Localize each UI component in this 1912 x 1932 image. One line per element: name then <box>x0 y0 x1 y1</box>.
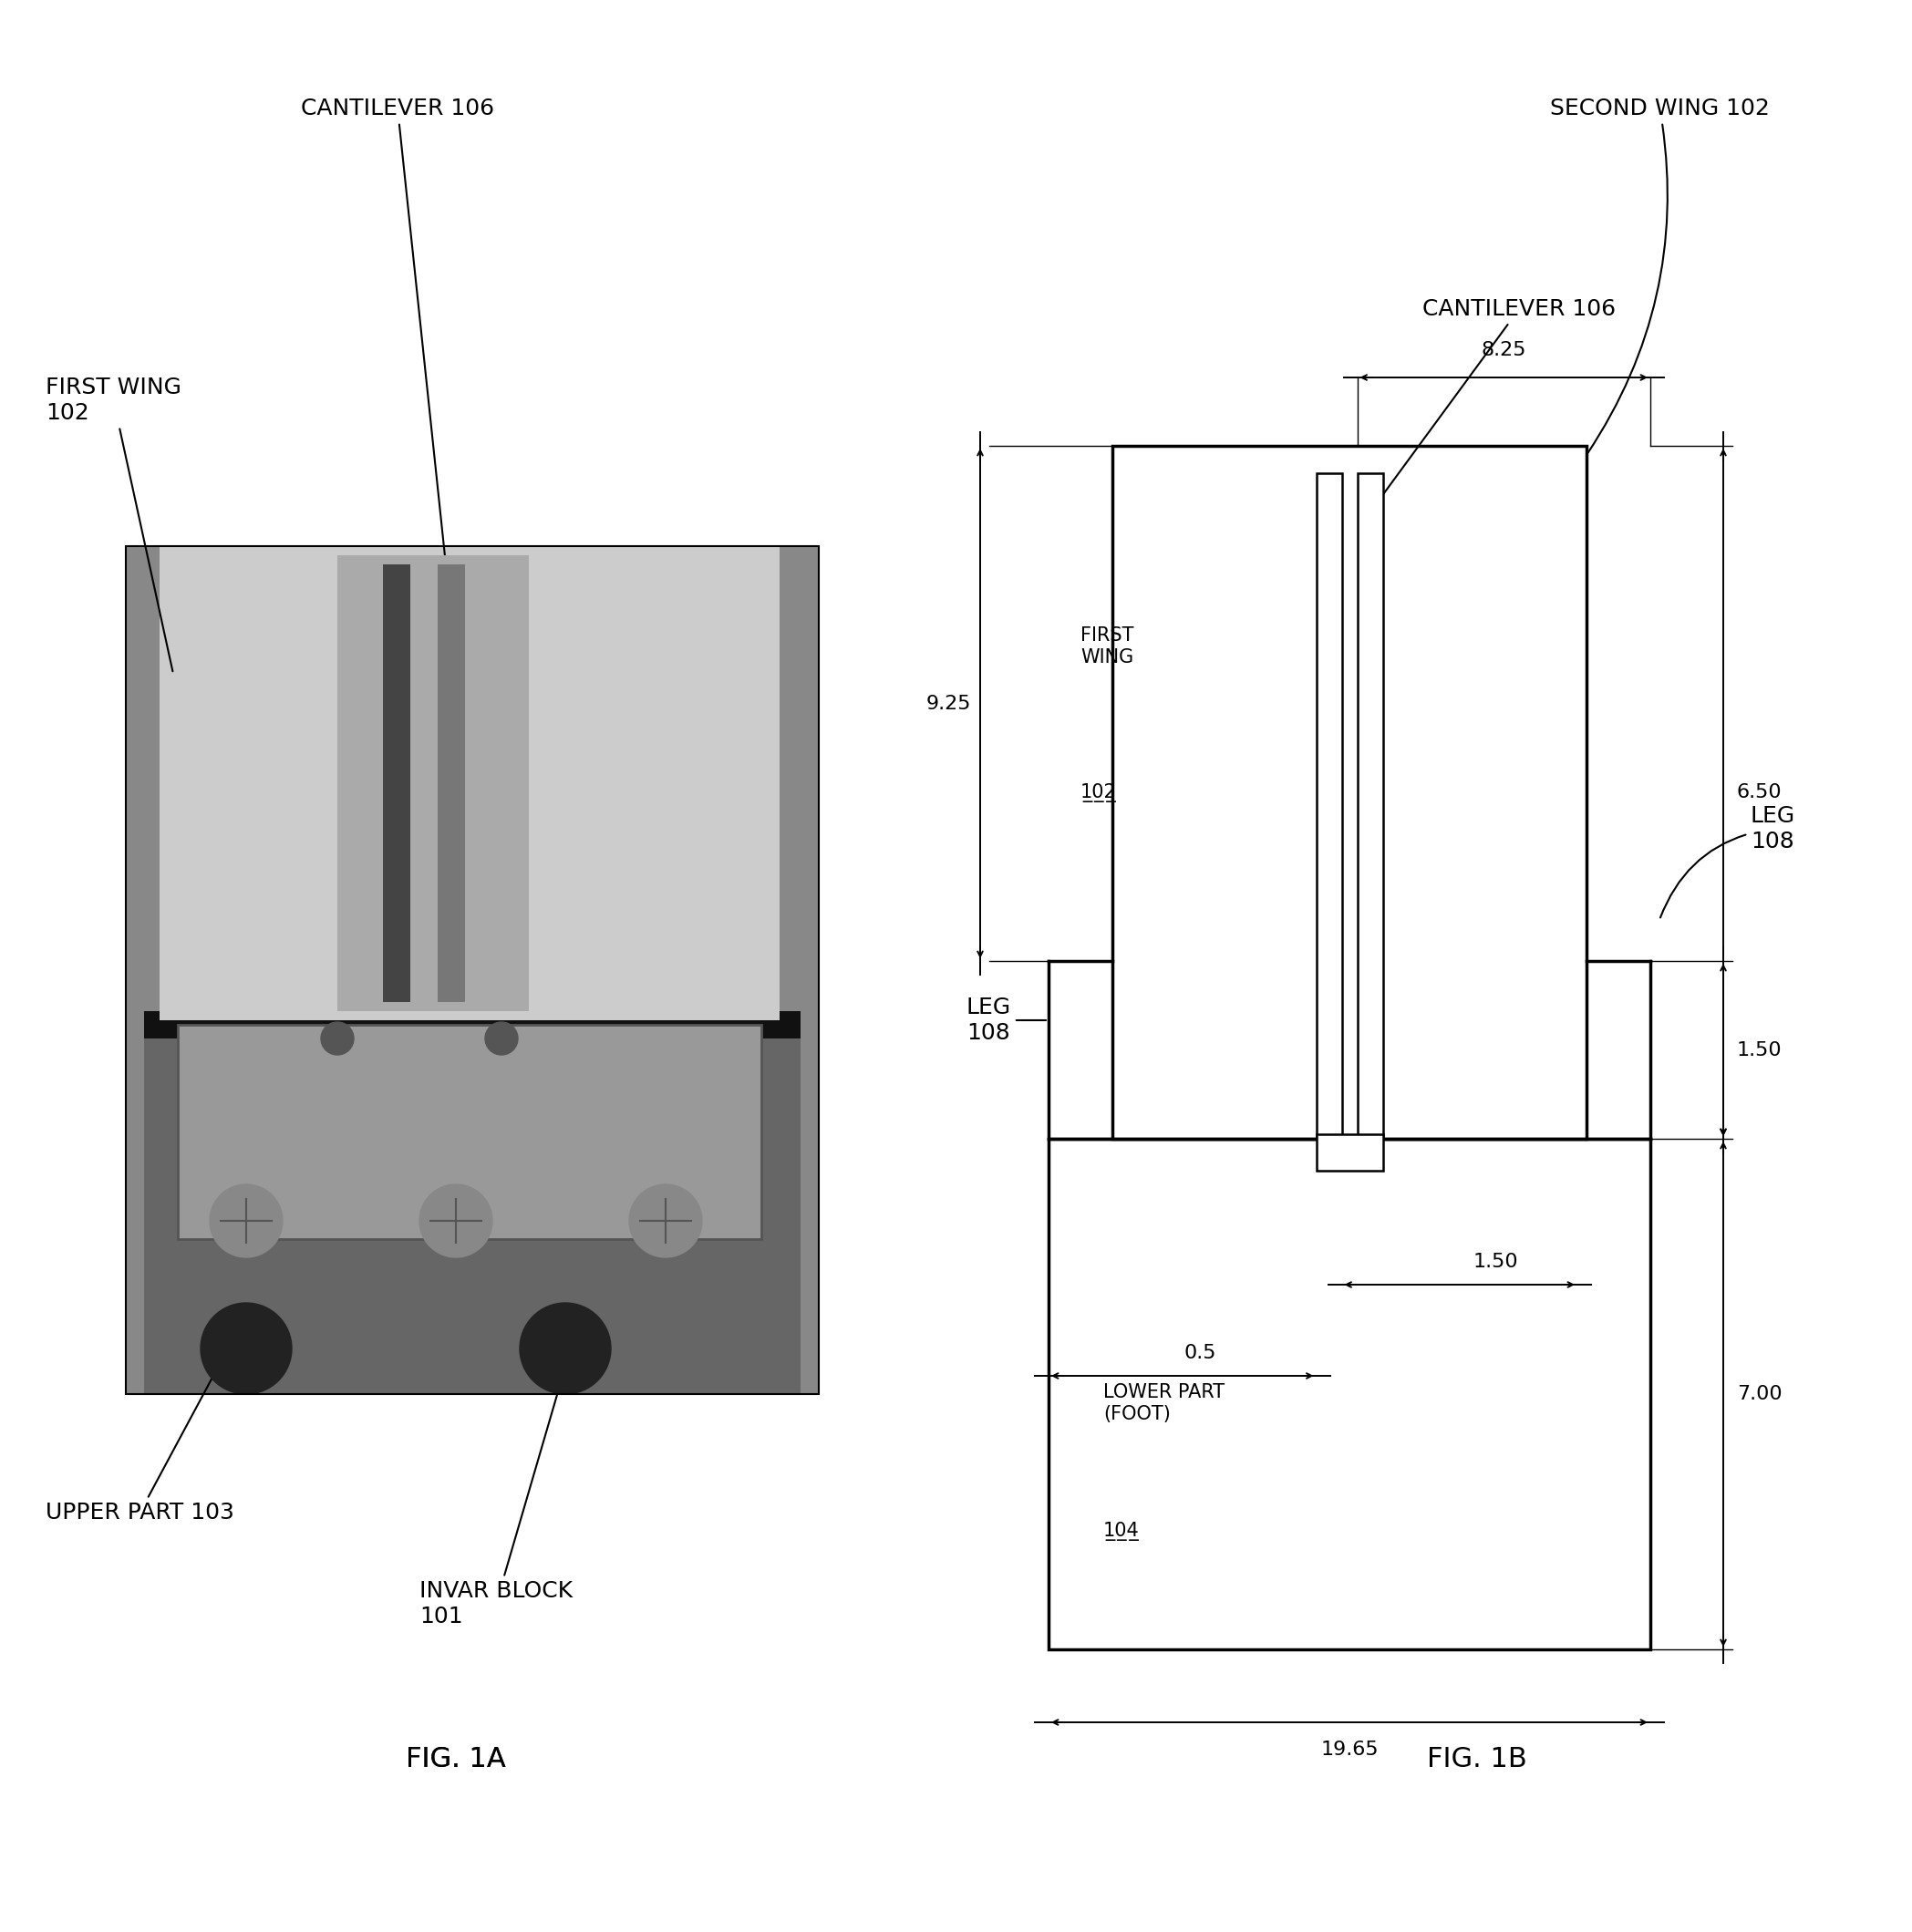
Text: 1.50: 1.50 <box>1736 1041 1782 1059</box>
Circle shape <box>321 1022 354 1055</box>
Text: INVAR BLOCK
101: INVAR BLOCK 101 <box>419 1370 574 1627</box>
Text: FIG. 1B: FIG. 1B <box>1426 1745 1528 1772</box>
Text: 19.65: 19.65 <box>1321 1741 1379 1758</box>
Bar <box>159 547 780 1020</box>
Text: 1̲0̲2̲: 1̲0̲2̲ <box>1080 782 1117 802</box>
Circle shape <box>419 1184 493 1258</box>
Bar <box>1315 473 1342 1138</box>
Bar <box>1315 1134 1382 1171</box>
Bar <box>1113 446 1587 1138</box>
Text: 8.25: 8.25 <box>1482 340 1526 359</box>
Text: LOWER PART
(FOOT): LOWER PART (FOOT) <box>1103 1383 1224 1422</box>
Text: 7.00: 7.00 <box>1736 1385 1782 1403</box>
Text: FIRST
WING: FIRST WING <box>1080 626 1134 667</box>
Text: SECOND WING 102: SECOND WING 102 <box>1551 97 1771 452</box>
Circle shape <box>210 1184 283 1258</box>
Text: 1.50: 1.50 <box>1474 1252 1518 1271</box>
Bar <box>143 1010 801 1039</box>
Bar <box>126 547 818 1395</box>
Bar <box>382 564 411 1003</box>
Circle shape <box>486 1022 518 1055</box>
Circle shape <box>520 1302 612 1395</box>
Text: CANTILEVER 106: CANTILEVER 106 <box>300 97 495 572</box>
Bar <box>126 547 818 1395</box>
Circle shape <box>629 1184 702 1258</box>
Text: LEG
108: LEG 108 <box>1660 806 1795 918</box>
Bar <box>337 554 530 1010</box>
Circle shape <box>201 1302 293 1395</box>
Text: 0.5: 0.5 <box>1184 1345 1216 1362</box>
Bar <box>1048 1138 1650 1650</box>
Text: LEG
108: LEG 108 <box>966 997 1046 1043</box>
Text: FIRST WING
102: FIRST WING 102 <box>46 377 182 670</box>
Bar <box>438 564 465 1003</box>
Bar <box>1358 473 1382 1138</box>
Text: 1̲0̲4̲: 1̲0̲4̲ <box>1103 1520 1140 1540</box>
Bar <box>178 1024 761 1238</box>
Text: 9.25: 9.25 <box>925 694 971 713</box>
Text: 6.50: 6.50 <box>1736 782 1782 802</box>
Bar <box>143 1039 801 1395</box>
Text: FIG. 1A: FIG. 1A <box>405 1745 507 1772</box>
Text: FIG. 1A: FIG. 1A <box>405 1745 507 1772</box>
Text: CANTILEVER 106: CANTILEVER 106 <box>1359 298 1616 526</box>
Text: UPPER PART 103: UPPER PART 103 <box>46 1350 233 1524</box>
